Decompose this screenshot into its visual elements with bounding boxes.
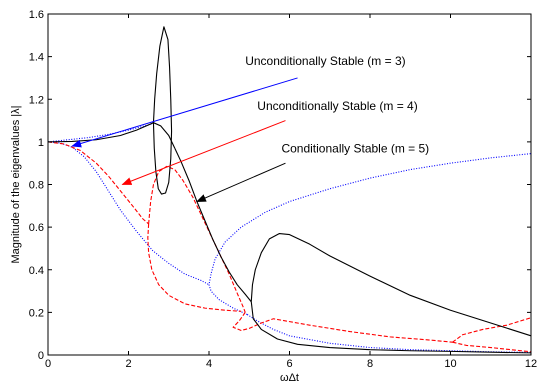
- y-tick-label: 1.6: [29, 9, 44, 21]
- series-line-m5-13: [174, 148, 252, 303]
- annotation-label-m5: Conditionally Stable (m = 5): [281, 142, 429, 156]
- annotation-layer: Unconditionally Stable (m = 3) Unconditio…: [71, 54, 429, 203]
- y-axis-label: Magnitude of the eigenvalues |λ|: [10, 106, 22, 264]
- series-line-m4-5: [147, 223, 242, 312]
- y-tick-label: 1: [38, 137, 44, 149]
- series-line-m4-6: [148, 165, 246, 313]
- y-tick-label: 1.2: [29, 94, 44, 106]
- y-tick-label: 0: [38, 350, 44, 362]
- x-axis-label: ωΔt: [280, 372, 299, 383]
- y-tick-label: 0.2: [29, 307, 44, 319]
- series-line-m4-8: [452, 317, 532, 343]
- series-line-m4-9: [452, 341, 532, 353]
- series-line-m5-15: [250, 301, 532, 354]
- series-line-m4-4: [47, 141, 149, 225]
- series-line-m5-11: [152, 26, 173, 195]
- series-line-m4-7: [232, 312, 453, 343]
- annotation-arrow-m4: [121, 120, 286, 185]
- series-line-m5-12: [153, 122, 176, 149]
- y-tick-label: 1.4: [29, 52, 44, 64]
- series-line-m5-14: [250, 232, 532, 337]
- x-tick-label: 4: [206, 358, 212, 370]
- x-tick-label: 12: [525, 358, 537, 370]
- x-tick-label: 6: [286, 358, 292, 370]
- y-tick-label: 0.4: [29, 265, 44, 277]
- series-layer: [47, 26, 532, 354]
- x-tick-label: 10: [444, 358, 456, 370]
- x-tick-label: 0: [45, 358, 51, 370]
- y-tick-label: 0.8: [29, 180, 44, 192]
- series-line-m3-0: [47, 141, 210, 286]
- x-tick-label: 8: [367, 358, 373, 370]
- y-tick-label: 0.6: [29, 222, 44, 234]
- tick-layer: 0 2 4 6 8 10 12 0 0.2 0.4 0.6 0.8 1 1.2 1.4 1.6: [29, 9, 537, 370]
- annotation-arrow-m3: [71, 77, 298, 148]
- annotation-label-m4: Unconditionally Stable (m = 4): [257, 99, 417, 113]
- annotation-arrow-m5: [196, 162, 286, 203]
- series-line-m3-2: [208, 153, 532, 316]
- x-tick-label: 2: [125, 358, 131, 370]
- annotation-label-m3: Unconditionally Stable (m = 3): [245, 54, 405, 68]
